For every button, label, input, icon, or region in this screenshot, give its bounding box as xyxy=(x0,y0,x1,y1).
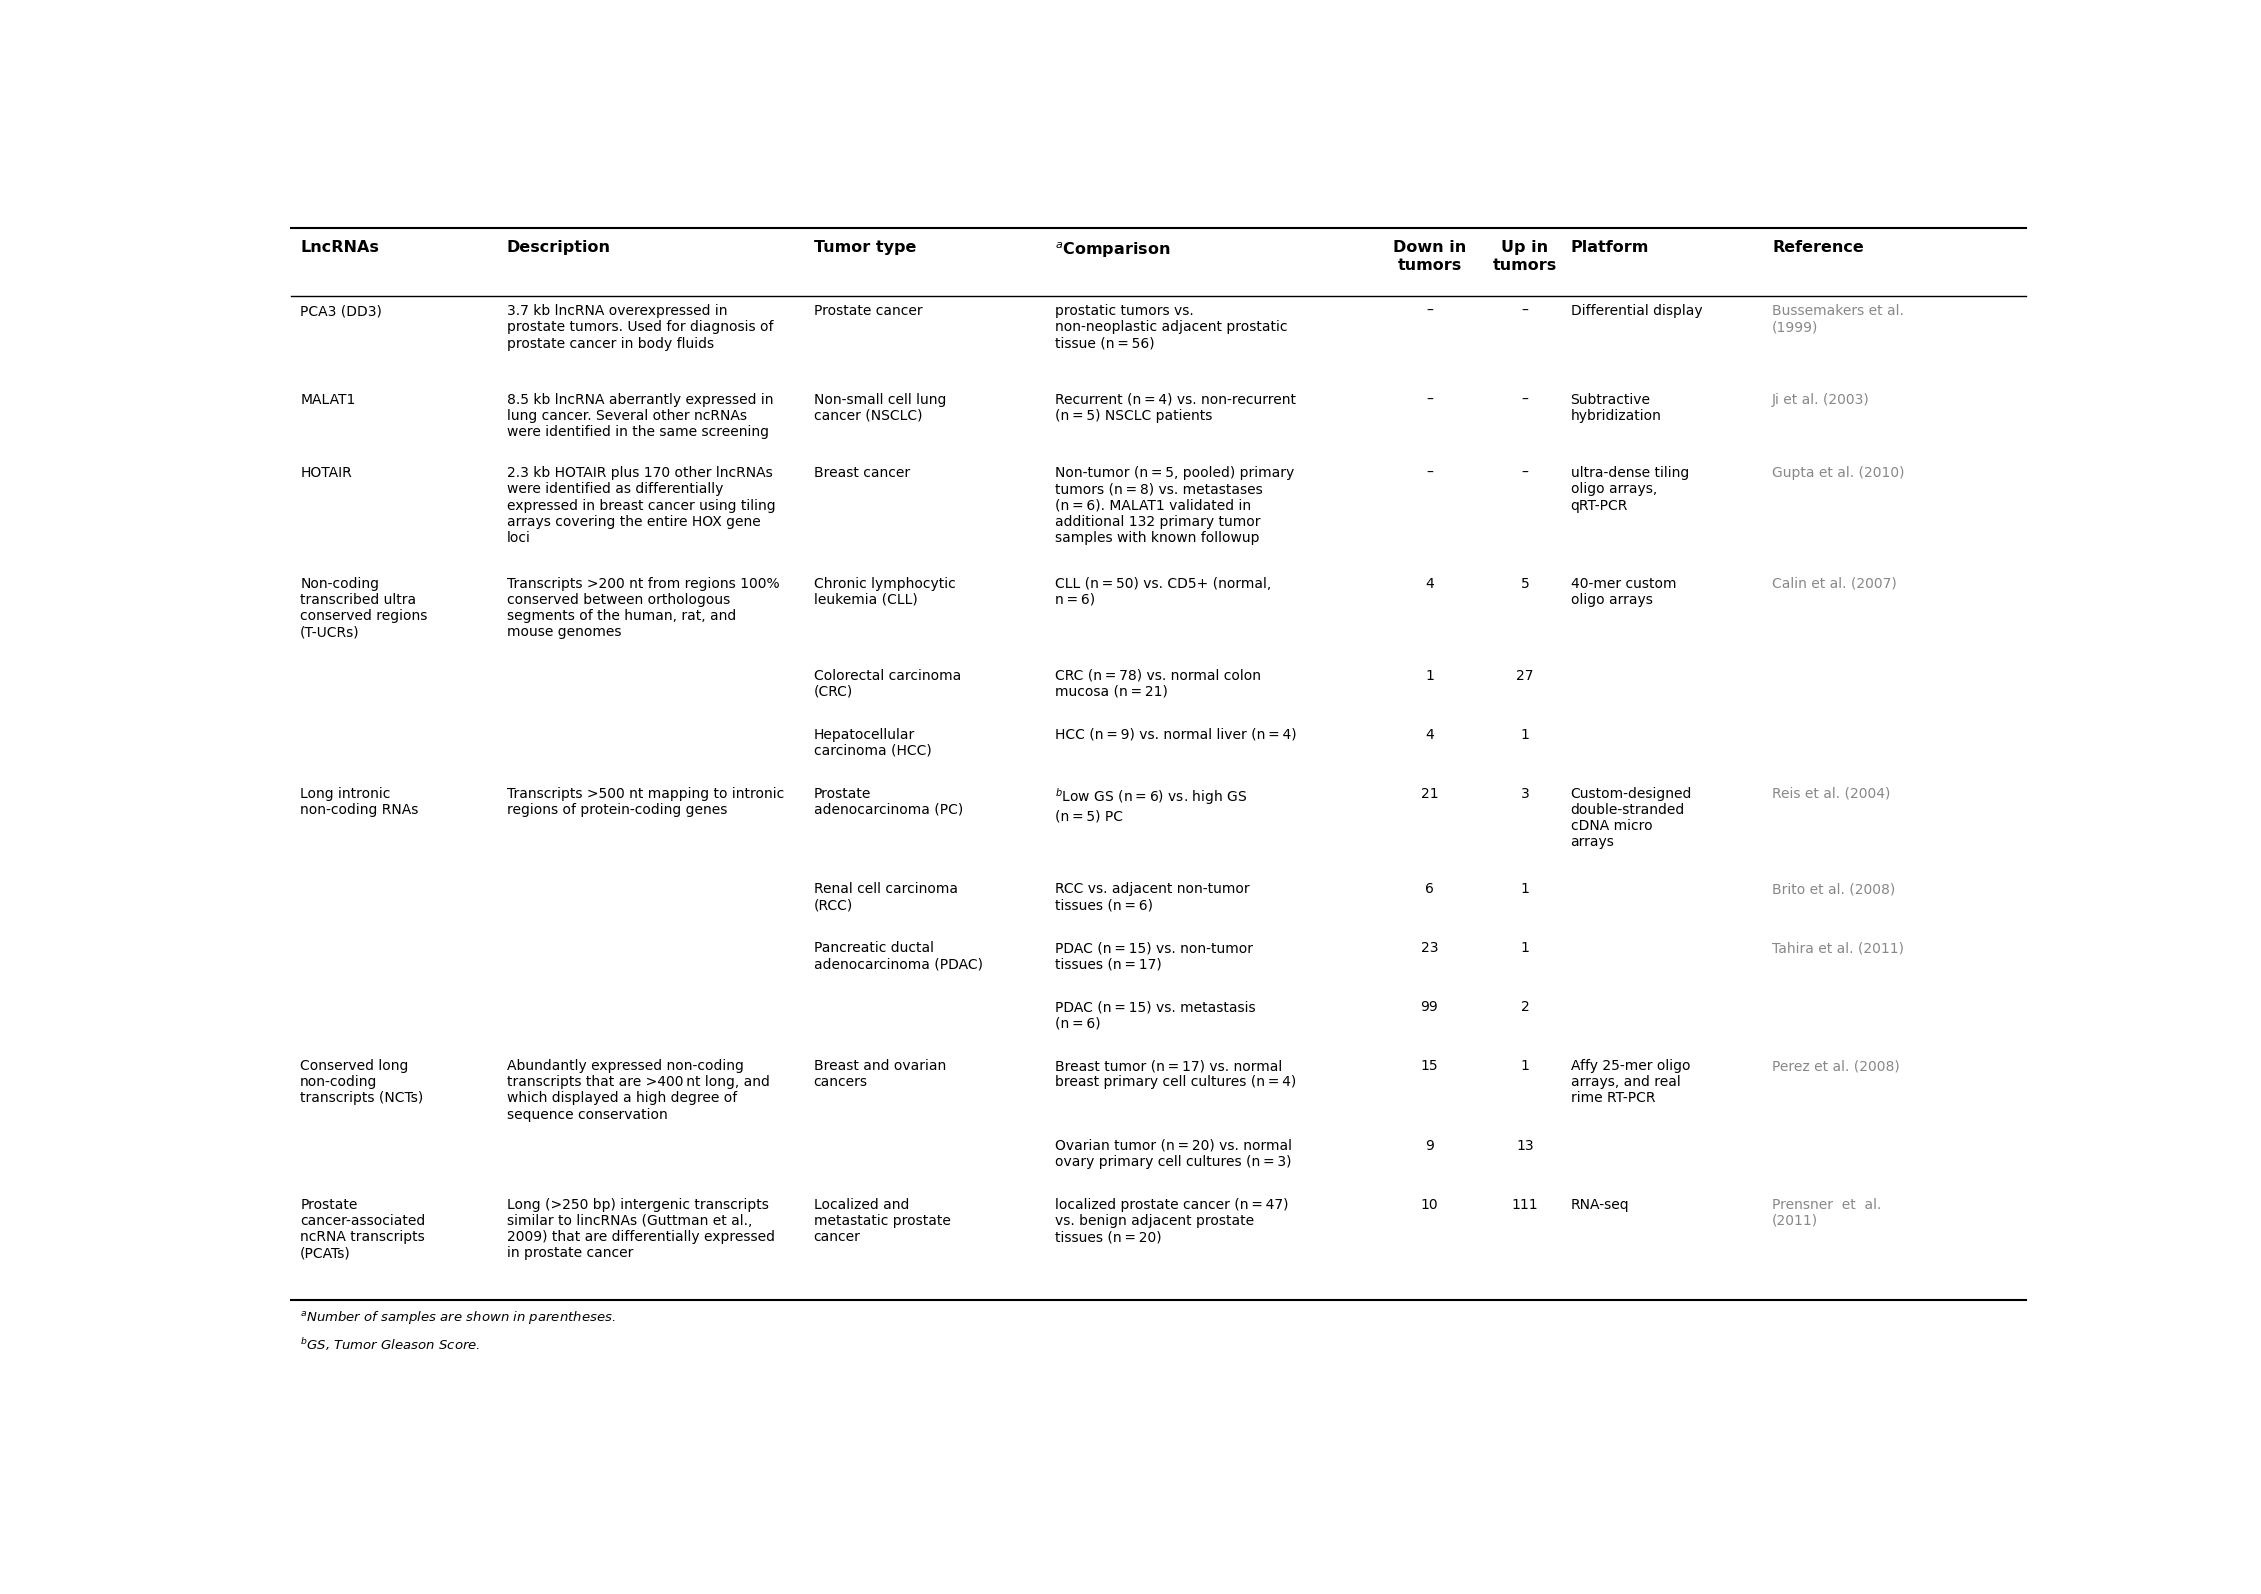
Text: $^{a}$Number of samples are shown in parentheses.: $^{a}$Number of samples are shown in par… xyxy=(301,1309,615,1326)
Text: PDAC (n = 15) vs. non-tumor
tissues (n = 17): PDAC (n = 15) vs. non-tumor tissues (n =… xyxy=(1056,940,1253,971)
Text: Breast and ovarian
cancers: Breast and ovarian cancers xyxy=(814,1058,945,1089)
Text: 9: 9 xyxy=(1424,1138,1433,1152)
Text: 111: 111 xyxy=(1513,1197,1537,1211)
Text: Differential display: Differential display xyxy=(1571,304,1703,319)
Text: Description: Description xyxy=(506,241,610,255)
Text: Transcripts >500 nt mapping to intronic
regions of protein-coding genes: Transcripts >500 nt mapping to intronic … xyxy=(506,786,785,816)
Text: 5: 5 xyxy=(1522,577,1528,591)
Text: Colorectal carcinoma
(CRC): Colorectal carcinoma (CRC) xyxy=(814,669,961,698)
Text: Non-tumor (n = 5, pooled) primary
tumors (n = 8) vs. metastases
(n = 6). MALAT1 : Non-tumor (n = 5, pooled) primary tumors… xyxy=(1056,465,1296,545)
Text: $^{a}$Comparison: $^{a}$Comparison xyxy=(1056,241,1171,260)
Text: HOTAIR: HOTAIR xyxy=(301,465,353,480)
Text: LncRNAs: LncRNAs xyxy=(301,241,380,255)
Text: 3: 3 xyxy=(1522,786,1528,800)
Text: Transcripts >200 nt from regions 100%
conserved between orthologous
segments of : Transcripts >200 nt from regions 100% co… xyxy=(506,577,780,639)
Text: –: – xyxy=(1522,392,1528,406)
Text: Long (>250 bp) intergenic transcripts
similar to lincRNAs (Guttman et al.,
2009): Long (>250 bp) intergenic transcripts si… xyxy=(506,1197,776,1261)
Text: 15: 15 xyxy=(1420,1058,1438,1073)
Text: Conserved long
non-coding
transcripts (NCTs): Conserved long non-coding transcripts (N… xyxy=(301,1058,423,1105)
Text: 1: 1 xyxy=(1522,727,1528,741)
Text: CLL (n = 50) vs. CD5+ (normal,
n = 6): CLL (n = 50) vs. CD5+ (normal, n = 6) xyxy=(1056,577,1271,607)
Text: Brito et al. (2008): Brito et al. (2008) xyxy=(1773,883,1895,896)
Text: 10: 10 xyxy=(1420,1197,1438,1211)
Text: 4: 4 xyxy=(1424,727,1433,741)
Text: Ji et al. (2003): Ji et al. (2003) xyxy=(1773,392,1870,406)
Text: PDAC (n = 15) vs. metastasis
(n = 6): PDAC (n = 15) vs. metastasis (n = 6) xyxy=(1056,999,1257,1030)
Text: Tahira et al. (2011): Tahira et al. (2011) xyxy=(1773,940,1904,955)
Text: –: – xyxy=(1427,392,1433,406)
Text: Breast tumor (n = 17) vs. normal
breast primary cell cultures (n = 4): Breast tumor (n = 17) vs. normal breast … xyxy=(1056,1058,1296,1089)
Text: Reference: Reference xyxy=(1773,241,1863,255)
Text: 99: 99 xyxy=(1420,999,1438,1014)
Text: HCC (n = 9) vs. normal liver (n = 4): HCC (n = 9) vs. normal liver (n = 4) xyxy=(1056,727,1298,741)
Text: Calin et al. (2007): Calin et al. (2007) xyxy=(1773,577,1897,591)
Text: 1: 1 xyxy=(1522,1058,1528,1073)
Text: ultra-dense tiling
oligo arrays,
qRT-PCR: ultra-dense tiling oligo arrays, qRT-PCR xyxy=(1571,465,1689,513)
Text: Affy 25-mer oligo
arrays, and real
rime RT-PCR: Affy 25-mer oligo arrays, and real rime … xyxy=(1571,1058,1689,1105)
Text: –: – xyxy=(1522,304,1528,319)
Text: Hepatocellular
carcinoma (HCC): Hepatocellular carcinoma (HCC) xyxy=(814,727,932,757)
Text: Tumor type: Tumor type xyxy=(814,241,916,255)
Text: PCA3 (DD3): PCA3 (DD3) xyxy=(301,304,382,319)
Text: localized prostate cancer (n = 47)
vs. benign adjacent prostate
tissues (n = 20): localized prostate cancer (n = 47) vs. b… xyxy=(1056,1197,1289,1245)
Text: Breast cancer: Breast cancer xyxy=(814,465,909,480)
Text: Prostate
cancer-associated
ncRNA transcripts
(PCATs): Prostate cancer-associated ncRNA transcr… xyxy=(301,1197,425,1261)
Text: $^{b}$GS, Tumor Gleason Score.: $^{b}$GS, Tumor Gleason Score. xyxy=(301,1336,482,1353)
Text: –: – xyxy=(1427,465,1433,480)
Text: 13: 13 xyxy=(1517,1138,1533,1152)
Text: Up in
tumors: Up in tumors xyxy=(1492,241,1558,273)
Text: Pancreatic ductal
adenocarcinoma (PDAC): Pancreatic ductal adenocarcinoma (PDAC) xyxy=(814,940,984,971)
Text: 8.5 kb lncRNA aberrantly expressed in
lung cancer. Several other ncRNAs
were ide: 8.5 kb lncRNA aberrantly expressed in lu… xyxy=(506,392,773,438)
Text: 1: 1 xyxy=(1522,940,1528,955)
Text: Long intronic
non-coding RNAs: Long intronic non-coding RNAs xyxy=(301,786,418,816)
Text: Chronic lymphocytic
leukemia (CLL): Chronic lymphocytic leukemia (CLL) xyxy=(814,577,956,607)
Text: –: – xyxy=(1522,465,1528,480)
Text: Reis et al. (2004): Reis et al. (2004) xyxy=(1773,786,1890,800)
Text: Prostate cancer: Prostate cancer xyxy=(814,304,922,319)
Text: Recurrent (n = 4) vs. non-recurrent
(n = 5) NSCLC patients: Recurrent (n = 4) vs. non-recurrent (n =… xyxy=(1056,392,1296,422)
Text: prostatic tumors vs.
non-neoplastic adjacent prostatic
tissue (n = 56): prostatic tumors vs. non-neoplastic adja… xyxy=(1056,304,1289,351)
Text: 23: 23 xyxy=(1420,940,1438,955)
Text: Perez et al. (2008): Perez et al. (2008) xyxy=(1773,1058,1899,1073)
Text: CRC (n = 78) vs. normal colon
mucosa (n = 21): CRC (n = 78) vs. normal colon mucosa (n … xyxy=(1056,669,1262,698)
Text: 27: 27 xyxy=(1517,669,1533,682)
Text: Renal cell carcinoma
(RCC): Renal cell carcinoma (RCC) xyxy=(814,883,959,912)
Text: 1: 1 xyxy=(1522,883,1528,896)
Text: 4: 4 xyxy=(1424,577,1433,591)
Text: 1: 1 xyxy=(1424,669,1433,682)
Text: Custom-designed
double-stranded
cDNA micro
arrays: Custom-designed double-stranded cDNA mic… xyxy=(1571,786,1691,850)
Text: Down in
tumors: Down in tumors xyxy=(1393,241,1465,273)
Text: Ovarian tumor (n = 20) vs. normal
ovary primary cell cultures (n = 3): Ovarian tumor (n = 20) vs. normal ovary … xyxy=(1056,1138,1293,1168)
Text: 40-mer custom
oligo arrays: 40-mer custom oligo arrays xyxy=(1571,577,1675,607)
Text: Platform: Platform xyxy=(1571,241,1648,255)
Text: Prostate
adenocarcinoma (PC): Prostate adenocarcinoma (PC) xyxy=(814,786,963,816)
Text: 6: 6 xyxy=(1424,883,1433,896)
Text: RNA-seq: RNA-seq xyxy=(1571,1197,1630,1211)
Text: 3.7 kb lncRNA overexpressed in
prostate tumors. Used for diagnosis of
prostate c: 3.7 kb lncRNA overexpressed in prostate … xyxy=(506,304,773,351)
Text: MALAT1: MALAT1 xyxy=(301,392,355,406)
Text: Non-coding
transcribed ultra
conserved regions
(T-UCRs): Non-coding transcribed ultra conserved r… xyxy=(301,577,427,639)
Text: 21: 21 xyxy=(1420,786,1438,800)
Text: RCC vs. adjacent non-tumor
tissues (n = 6): RCC vs. adjacent non-tumor tissues (n = … xyxy=(1056,883,1250,912)
Text: Localized and
metastatic prostate
cancer: Localized and metastatic prostate cancer xyxy=(814,1197,950,1245)
Text: Non-small cell lung
cancer (NSCLC): Non-small cell lung cancer (NSCLC) xyxy=(814,392,945,422)
Text: –: – xyxy=(1427,304,1433,319)
Text: Prensner  et  al.
(2011): Prensner et al. (2011) xyxy=(1773,1197,1881,1227)
Text: Abundantly expressed non-coding
transcripts that are >400 nt long, and
which dis: Abundantly expressed non-coding transcri… xyxy=(506,1058,769,1122)
Text: $^{b}$Low GS (n = 6) vs. high GS
(n = 5) PC: $^{b}$Low GS (n = 6) vs. high GS (n = 5)… xyxy=(1056,786,1248,824)
Text: Subtractive
hybridization: Subtractive hybridization xyxy=(1571,392,1662,422)
Text: Bussemakers et al.
(1999): Bussemakers et al. (1999) xyxy=(1773,304,1904,335)
Text: 2.3 kb HOTAIR plus 170 other lncRNAs
were identified as differentially
expressed: 2.3 kb HOTAIR plus 170 other lncRNAs wer… xyxy=(506,465,776,545)
Text: Gupta et al. (2010): Gupta et al. (2010) xyxy=(1773,465,1904,480)
Text: 2: 2 xyxy=(1522,999,1528,1014)
